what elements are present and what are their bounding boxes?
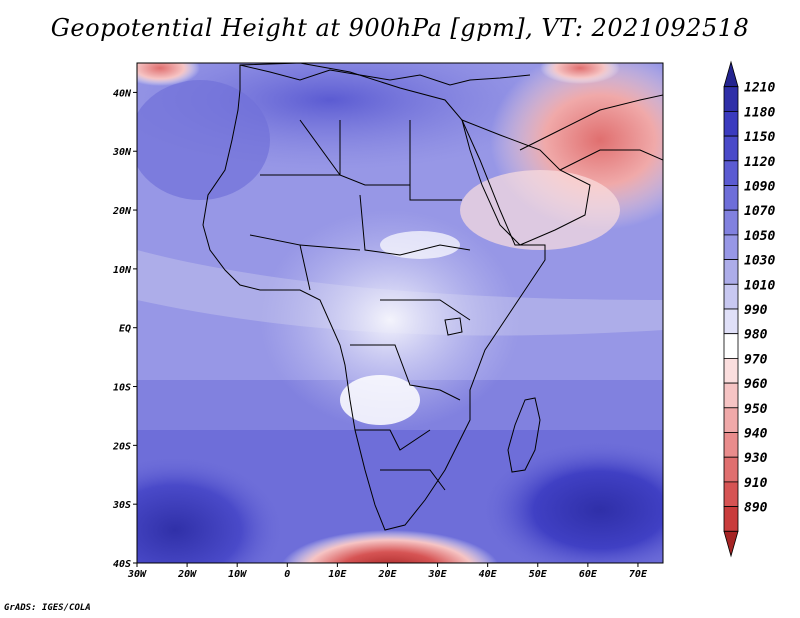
colorbar-swatch xyxy=(723,456,739,483)
lat-label: 10S xyxy=(113,383,131,394)
colorbar-swatch xyxy=(723,382,739,409)
lon-label: 20E xyxy=(377,569,397,580)
colorbar-label: 1050 xyxy=(744,229,775,244)
colorbar-swatch xyxy=(723,234,739,260)
colorbar-swatch xyxy=(723,506,739,532)
colorbar-label: 1070 xyxy=(744,204,775,219)
lon-label: 30W xyxy=(127,569,147,580)
colorbar-label: 1180 xyxy=(744,105,775,120)
lon-label: 50E xyxy=(529,569,548,580)
lon-label: 70E xyxy=(629,569,648,580)
lat-label: 30S xyxy=(112,500,131,511)
colorbar: 1210 1180 1150 1120 1090 1070 1050 1030 1010 990 9… xyxy=(723,60,775,558)
colorbar-label: 1030 xyxy=(744,254,775,269)
colorbar-label: 910 xyxy=(744,476,768,491)
colorbar-swatch xyxy=(723,259,739,285)
colorbar-label: 1010 xyxy=(744,278,775,293)
lon-label: 30E xyxy=(428,569,448,580)
colorbar-swatch xyxy=(723,283,739,310)
lon-label: 60E xyxy=(579,569,598,580)
lat-label: 40S xyxy=(113,559,131,570)
colorbar-swatch xyxy=(723,333,739,359)
colorbar-label: 1210 xyxy=(744,81,775,96)
colorbar-swatch xyxy=(723,185,739,211)
colorbar-label: 1120 xyxy=(744,155,775,170)
colorbar-swatch xyxy=(723,481,739,507)
colorbar-label: 950 xyxy=(744,402,768,417)
colorbar-label: 960 xyxy=(744,377,768,392)
colorbar-swatch xyxy=(723,111,739,137)
lat-label: 20S xyxy=(112,441,131,452)
lon-label: 10E xyxy=(328,569,347,580)
colorbar-label: 1090 xyxy=(744,180,775,195)
colorbar-swatch xyxy=(723,357,739,384)
lat-label: 10N xyxy=(113,265,132,276)
map-frame xyxy=(136,62,664,564)
colorbar-swatch xyxy=(723,308,739,335)
colorbar-swatch xyxy=(723,60,739,88)
coastlines xyxy=(202,63,663,531)
latitude-axis: 40N 30N 20N 10N EQ 10S 20S 30S 40S xyxy=(112,88,137,570)
colorbar-label: 1150 xyxy=(744,130,775,145)
credit-text: GrADS: IGES/COLA xyxy=(4,603,91,613)
lon-label: 40E xyxy=(479,569,498,580)
colorbar-label: 990 xyxy=(744,303,768,318)
lon-label: 0 xyxy=(284,569,290,580)
colorbar-swatch xyxy=(723,407,739,433)
colorbar-swatch xyxy=(723,432,739,458)
colorbar-swatch xyxy=(723,86,739,112)
lat-label: 40N xyxy=(113,88,132,99)
colorbar-swatch xyxy=(723,160,739,186)
chart-title: Geopotential Height at 900hPa [gpm], VT:… xyxy=(50,14,750,42)
lat-label: 20N xyxy=(112,206,132,217)
colorbar-label: 980 xyxy=(744,328,768,343)
colorbar-label: 970 xyxy=(744,352,768,367)
longitude-axis: 30W 20W 10W 0 10E 20E 30E 40E 50E 60E 70E xyxy=(127,563,648,580)
lat-label: 30N xyxy=(112,147,132,158)
lon-label: 20W xyxy=(177,569,197,580)
lat-label: EQ xyxy=(119,324,131,335)
height-field xyxy=(137,63,663,563)
lon-label: 10W xyxy=(228,569,247,580)
colorbar-label: 930 xyxy=(744,451,768,466)
colorbar-label: 940 xyxy=(744,427,768,442)
colorbar-swatch xyxy=(723,530,739,558)
colorbar-swatch xyxy=(723,135,739,162)
colorbar-label: 890 xyxy=(744,501,768,516)
colorbar-swatch xyxy=(723,209,739,236)
